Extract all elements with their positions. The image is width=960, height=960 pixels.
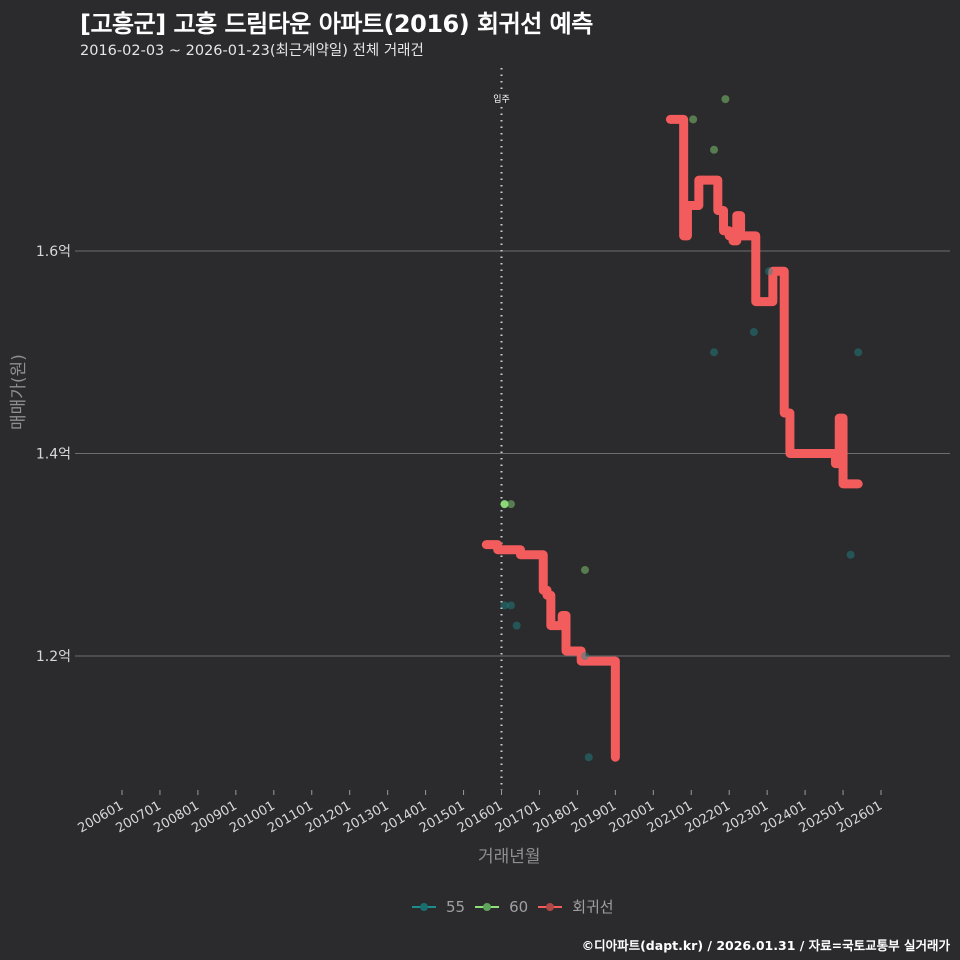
y-axis-label: 매매가(원) (9, 354, 29, 430)
data-point-60 (506, 500, 515, 509)
move-in-annotation: 입주 (493, 93, 510, 105)
data-point-55 (710, 348, 719, 357)
y-tick-label: 1.6억 (36, 244, 71, 260)
legend-key-regression-icon (538, 900, 563, 914)
legend-item-55: 55 (412, 898, 465, 916)
legend-key-55-icon (412, 900, 436, 914)
regression-line (481, 540, 620, 762)
data-point-55 (580, 652, 589, 660)
x-axis-label: 거래년월 (478, 847, 541, 867)
y-tick-label: 1.2억 (36, 649, 71, 665)
chart-subtitle: 2016-02-03 ~ 2026-01-23(최근계약일) 전체 거래건 (80, 43, 424, 59)
data-point-55 (500, 601, 509, 610)
data-point-60 (580, 565, 589, 574)
chart-title: [고흥군] 고흥 드림타운 아파트(2016) 회귀선 예측 (80, 10, 593, 38)
data-point-60 (710, 145, 719, 154)
legend-item-regression: 회귀선 (538, 896, 614, 917)
source-footer: ©디아파트(dapt.kr) / 2026.01.31 / 자료=국토교통부 실… (581, 938, 950, 953)
data-point-55 (749, 328, 758, 336)
legend-label-regression: 회귀선 (572, 898, 614, 916)
y-tick-label: 1.4억 (36, 447, 71, 463)
data-point-55 (584, 753, 593, 762)
legend-label-55: 55 (446, 897, 466, 916)
legend-key-60-icon (475, 900, 500, 914)
data-point-60 (721, 95, 730, 104)
data-point-60 (500, 500, 509, 509)
data-point-55 (512, 621, 521, 630)
data-point-55 (846, 550, 855, 559)
legend: 55 60 회귀선 (412, 896, 624, 917)
data-point-55 (854, 348, 863, 357)
data-point-60 (689, 115, 698, 124)
legend-label-60: 60 (509, 897, 529, 916)
data-point-55 (765, 267, 774, 276)
data-point-55 (506, 601, 515, 610)
regression-line (665, 114, 863, 489)
legend-item-60: 60 (475, 898, 528, 916)
